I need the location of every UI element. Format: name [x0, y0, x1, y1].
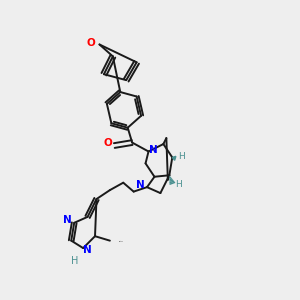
- Text: O: O: [87, 38, 95, 48]
- Text: H: H: [178, 152, 185, 161]
- Text: H: H: [176, 180, 182, 189]
- Text: N: N: [83, 244, 92, 255]
- Text: methyl: methyl: [119, 241, 124, 242]
- Text: H: H: [70, 256, 78, 266]
- Text: N: N: [148, 145, 157, 155]
- Text: N: N: [136, 180, 145, 190]
- Polygon shape: [172, 156, 176, 160]
- Text: O: O: [103, 138, 112, 148]
- Text: N: N: [63, 215, 72, 225]
